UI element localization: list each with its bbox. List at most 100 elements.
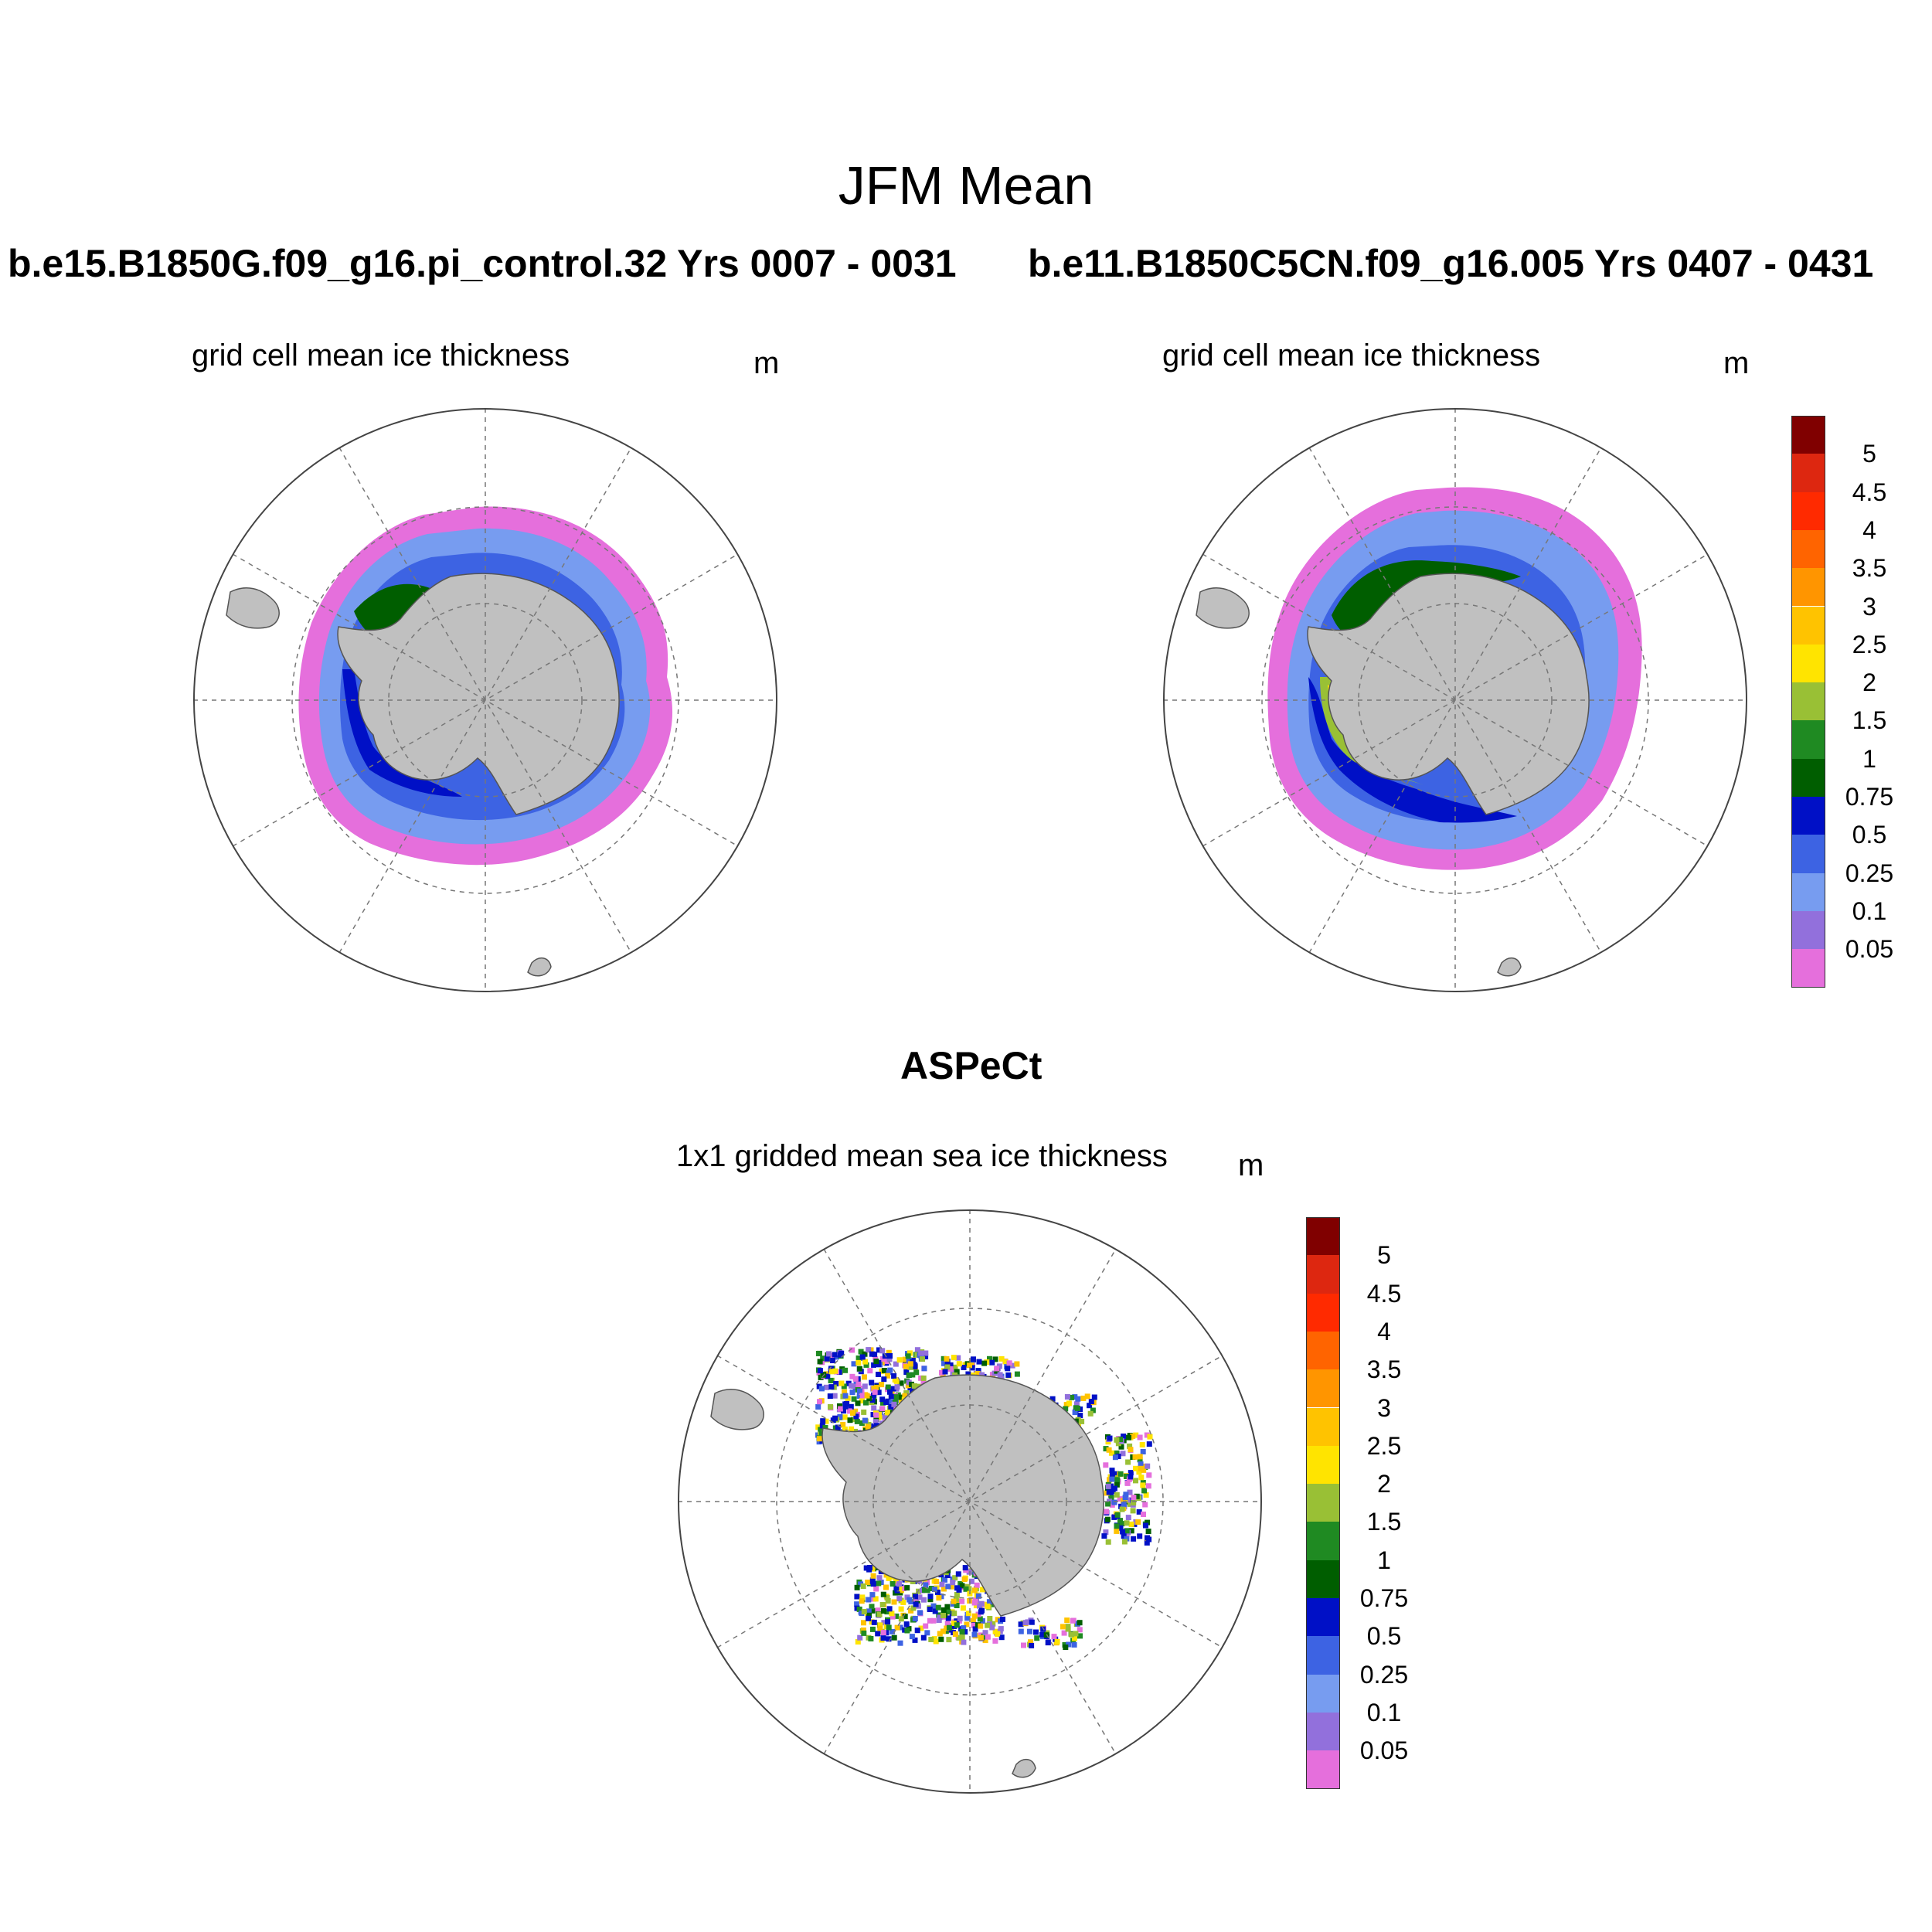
- observation-cell: [944, 1604, 951, 1610]
- observation-cell: [970, 1617, 976, 1624]
- observation-cell: [903, 1369, 910, 1375]
- observation-cell: [859, 1398, 865, 1404]
- observation-cell: [975, 1371, 981, 1376]
- observation-cell: [1051, 1634, 1057, 1640]
- observation-cell: [862, 1417, 868, 1423]
- observation-cell: [989, 1359, 995, 1366]
- colorbar-tick-label: 0.5: [1852, 821, 1887, 849]
- observation-cell: [930, 1603, 937, 1609]
- observation-cell: [936, 1617, 942, 1623]
- panel-3-field-label: 1x1 gridded mean sea ice thickness: [676, 1139, 1168, 1173]
- colorbar-tick-label: 0.05: [1845, 935, 1894, 964]
- observation-cell: [1087, 1403, 1093, 1409]
- observation-cell: [1130, 1433, 1136, 1439]
- observation-cell: [861, 1409, 867, 1415]
- colorbar-tick-label: 4.5: [1366, 1279, 1402, 1308]
- observation-cell: [900, 1586, 906, 1591]
- observation-cell: [985, 1622, 991, 1628]
- observation-cell: [1072, 1394, 1078, 1400]
- observation-cell: [816, 1436, 822, 1442]
- observation-cell: [1005, 1366, 1011, 1372]
- observation-cell: [824, 1355, 830, 1362]
- observation-cell: [871, 1619, 877, 1625]
- observation-cell: [921, 1366, 927, 1372]
- observation-cell: [1014, 1361, 1020, 1367]
- observation-cell: [966, 1569, 972, 1575]
- observation-cell: [998, 1355, 1005, 1362]
- observation-cell: [1072, 1635, 1077, 1641]
- observation-cell: [1104, 1516, 1111, 1522]
- observation-cell: [927, 1594, 934, 1600]
- observation-cell: [923, 1582, 929, 1588]
- observation-cell: [856, 1606, 862, 1612]
- colorbar-swatch: [1791, 492, 1825, 530]
- observation-cell: [1117, 1437, 1124, 1442]
- observation-cell: [935, 1589, 940, 1595]
- observation-cell: [982, 1630, 988, 1636]
- observation-cell: [852, 1376, 859, 1382]
- observation-cell: [876, 1411, 883, 1417]
- observation-cell: [940, 1628, 946, 1634]
- observation-cell: [1120, 1498, 1126, 1504]
- observation-cell: [873, 1359, 879, 1365]
- observation-cell: [959, 1583, 965, 1589]
- observation-cell: [855, 1639, 861, 1645]
- observation-cell: [1137, 1434, 1143, 1440]
- observation-cell: [1115, 1454, 1121, 1459]
- antarctica: [1307, 573, 1590, 815]
- observation-cell: [913, 1594, 918, 1600]
- observation-cell: [1114, 1477, 1121, 1483]
- observation-cell: [961, 1365, 967, 1370]
- observation-cell: [961, 1625, 967, 1631]
- observation-cell: [992, 1356, 998, 1362]
- observation-cell: [940, 1355, 947, 1362]
- observation-cell: [912, 1616, 918, 1621]
- panel-1-field-label: grid cell mean ice thickness: [192, 338, 570, 372]
- map-boundary: [193, 408, 777, 992]
- observation-cell: [863, 1400, 869, 1406]
- observation-cell: [857, 1634, 863, 1641]
- colorbar-tick-label: 3: [1862, 592, 1876, 621]
- observation-cell: [854, 1601, 860, 1607]
- land-mask: [1196, 573, 1590, 977]
- observation-cell: [976, 1359, 982, 1365]
- observation-cell: [893, 1394, 900, 1400]
- observation-cell: [1141, 1512, 1146, 1517]
- observation-cell: [1077, 1627, 1083, 1633]
- observation-cell: [1141, 1488, 1148, 1494]
- colorbar-tick-label: 2.5: [1852, 630, 1887, 658]
- observation-cell: [862, 1383, 868, 1389]
- observation-cell: [1146, 1472, 1152, 1478]
- observation-cell: [1128, 1474, 1134, 1480]
- observation-cell: [851, 1361, 857, 1367]
- observation-cell: [817, 1350, 822, 1356]
- observation-cell: [927, 1607, 933, 1612]
- colorbar-tick-label: 1: [1377, 1546, 1391, 1574]
- observation-cell: [1064, 1617, 1070, 1624]
- observation-cell: [896, 1586, 903, 1592]
- observation-cell: [955, 1571, 961, 1577]
- observation-cell: [865, 1423, 871, 1430]
- observation-cell: [879, 1356, 886, 1362]
- observation-cell: [913, 1369, 920, 1376]
- observation-cell: [877, 1625, 883, 1631]
- observation-cell: [1114, 1492, 1120, 1498]
- colorbar-bottom: 0.05 0.1 0.25 0.5 0.75 1 1.5 2 2.5 3 3.5 4 4.5 5: [1306, 1217, 1476, 1791]
- observation-cell: [897, 1640, 903, 1646]
- observation-cell: [1106, 1489, 1112, 1495]
- observation-cell: [1109, 1468, 1115, 1474]
- observation-cell: [912, 1363, 918, 1369]
- observation-cell: [869, 1566, 876, 1572]
- observation-cell: [854, 1418, 860, 1424]
- colorbar-tick-label: 0.1: [1366, 1698, 1402, 1726]
- new-zealand: [527, 957, 552, 977]
- observation-cell: [863, 1565, 869, 1571]
- observation-cell: [851, 1396, 857, 1402]
- observation-cell: [909, 1381, 914, 1387]
- observation-cell: [886, 1606, 893, 1612]
- observation-cell: [871, 1392, 876, 1398]
- observation-cell: [880, 1630, 886, 1636]
- observation-cell: [886, 1624, 892, 1631]
- observation-cell: [822, 1424, 828, 1430]
- observation-cell: [1138, 1475, 1145, 1481]
